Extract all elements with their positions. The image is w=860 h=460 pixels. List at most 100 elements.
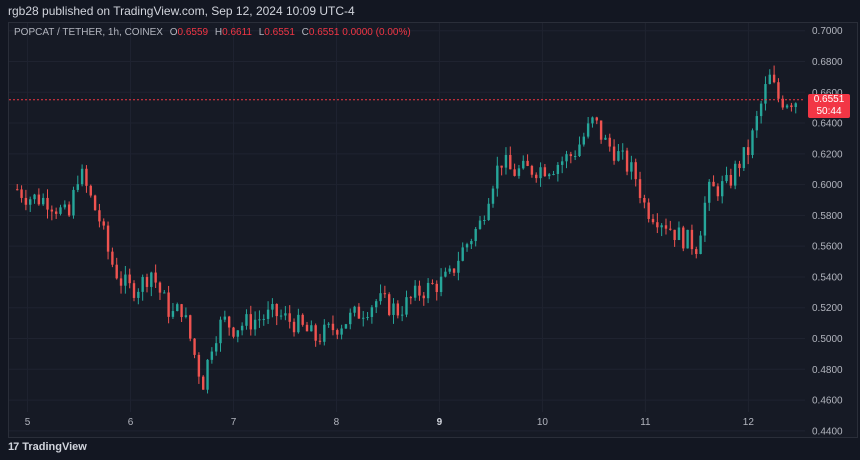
chart-frame[interactable] — [8, 22, 858, 438]
candle-body-101 — [452, 268, 456, 273]
candle-body-176 — [777, 82, 780, 99]
candle-body-73 — [331, 323, 335, 331]
candle-body-116 — [517, 168, 521, 176]
candle-body-122 — [543, 167, 547, 177]
candle-body-26 — [128, 274, 131, 284]
candle-body-168 — [742, 147, 746, 169]
candle-body-93 — [418, 285, 421, 296]
candle-body-80 — [362, 317, 365, 319]
y-axis: 0.4400 0.4600 0.4800 0.5000 0.5200 0.5400 0.56… — [812, 26, 843, 437]
candle-body-95 — [426, 282, 430, 299]
candle-body-62 — [284, 313, 287, 316]
candle-body-118 — [526, 160, 529, 166]
candle-body-169 — [746, 147, 750, 156]
candle-countdown: 50:44 — [816, 106, 842, 117]
candle-body-64 — [292, 321, 296, 333]
candle-body-171 — [755, 116, 759, 131]
candle-body-36 — [171, 311, 175, 317]
candle-body-44 — [206, 359, 209, 390]
candle-body-70 — [318, 340, 322, 342]
candle-body-131 — [582, 136, 586, 145]
x-tick-label-2: 7 — [231, 417, 237, 428]
candle-body-0 — [16, 189, 19, 191]
symbol-legend: POPCAT / TETHER, 1h, COINEX O0.6559 H0.6… — [14, 27, 411, 38]
candle-body-14 — [76, 184, 79, 190]
candle-body-89 — [400, 314, 404, 316]
y-tick-label-10: 0.6400 — [812, 119, 843, 130]
candle-body-172 — [759, 103, 763, 117]
candle-body-151 — [669, 228, 672, 230]
candle-body-155 — [686, 229, 689, 249]
candle-body-127 — [565, 154, 568, 162]
candle-body-72 — [327, 323, 330, 325]
y-tick-label-13: 0.7000 — [812, 26, 843, 37]
candle-body-69 — [314, 325, 317, 341]
low-value: 0.6551 — [264, 27, 295, 38]
y-tick-label-12: 0.6800 — [812, 57, 843, 68]
candles — [16, 65, 797, 394]
candle-body-100 — [448, 268, 451, 272]
candle-body-5 — [37, 194, 41, 205]
candle-body-159 — [703, 202, 707, 236]
candle-body-88 — [396, 303, 400, 316]
candle-body-3 — [29, 199, 32, 205]
candle-body-105 — [470, 241, 473, 245]
candle-body-137 — [608, 137, 611, 147]
candle-body-119 — [530, 165, 534, 175]
candle-body-17 — [89, 185, 92, 196]
candle-body-75 — [340, 328, 343, 335]
close-value: 0.6551 — [308, 27, 340, 38]
candle-body-99 — [444, 271, 447, 277]
candle-body-124 — [552, 173, 555, 175]
candle-body-136 — [604, 137, 607, 140]
candle-body-90 — [405, 297, 408, 315]
y-tick-label-11: 0.6600 — [812, 88, 843, 99]
candle-body-32 — [154, 272, 157, 283]
candle-body-78 — [353, 306, 356, 313]
candle-body-67 — [305, 324, 309, 332]
candle-body-54 — [249, 314, 252, 330]
publisher-header: rgb28 published on TradingView.com, Sep … — [0, 0, 860, 22]
candle-body-144 — [638, 179, 642, 198]
candle-body-79 — [357, 306, 361, 319]
candle-body-157 — [695, 249, 698, 254]
candle-body-30 — [145, 277, 149, 287]
last-price-badge: 0.6551 50:44 — [808, 94, 850, 118]
candle-body-109 — [487, 203, 490, 220]
candle-body-112 — [500, 165, 503, 168]
candle-body-175 — [772, 74, 776, 83]
x-tick-label-3: 8 — [334, 417, 340, 428]
candle-body-128 — [569, 154, 573, 157]
candle-body-104 — [465, 244, 469, 248]
candle-body-177 — [781, 98, 784, 108]
candle-body-167 — [738, 163, 741, 169]
tradingview-logo-text: TradingView — [22, 441, 87, 453]
candle-body-47 — [219, 319, 222, 344]
candle-body-146 — [647, 202, 650, 219]
candle-body-65 — [297, 314, 300, 333]
candle-body-77 — [349, 312, 352, 325]
candle-body-121 — [539, 167, 542, 179]
candle-body-114 — [509, 154, 512, 170]
candle-body-126 — [560, 161, 564, 165]
candle-body-138 — [612, 146, 616, 161]
candle-body-154 — [682, 227, 685, 249]
candle-body-16 — [85, 168, 88, 186]
x-tick-label-4: 9 — [437, 417, 443, 428]
candle-body-91 — [409, 297, 413, 299]
candle-body-53 — [245, 314, 248, 326]
candle-body-111 — [496, 165, 499, 189]
candle-body-35 — [167, 292, 170, 317]
y-tick-label-4: 0.5200 — [812, 303, 843, 314]
candle-body-23 — [115, 264, 118, 279]
candle-body-37 — [176, 304, 179, 312]
y-tick-label-3: 0.5000 — [812, 334, 843, 345]
y-tick-label-8: 0.6000 — [812, 180, 843, 191]
x-tick-label-6: 11 — [640, 417, 651, 428]
candle-body-135 — [599, 120, 603, 140]
candle-body-8 — [50, 209, 54, 212]
candle-body-49 — [227, 316, 231, 328]
candle-body-92 — [413, 285, 417, 298]
tradingview-logo[interactable]: 17 TradingView — [8, 441, 87, 453]
